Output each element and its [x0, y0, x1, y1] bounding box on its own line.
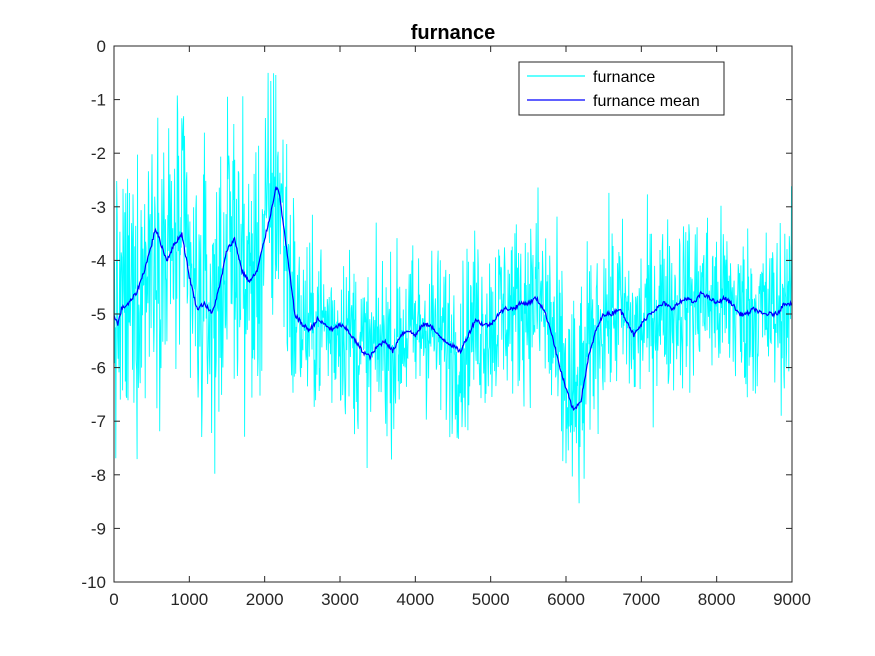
legend-label-furnance-mean: furnance mean: [593, 93, 700, 110]
series-layer: [113, 72, 793, 504]
y-tick-label: -9: [91, 519, 106, 538]
x-tick-label: 7000: [622, 590, 660, 609]
y-tick-label: -8: [91, 466, 106, 485]
x-tick-label: 5000: [472, 590, 510, 609]
legend-box: [518, 61, 725, 116]
y-tick-label: -1: [91, 91, 106, 110]
x-tick-label: 6000: [547, 590, 585, 609]
x-tick-label: 4000: [396, 590, 434, 609]
series-line-furnance-mean: [113, 186, 793, 411]
y-tick-label: -2: [91, 144, 106, 163]
x-tick-label: 9000: [773, 590, 811, 609]
x-tick-label: 2000: [246, 590, 284, 609]
y-tick-label: -3: [91, 198, 106, 217]
y-tick-label: -6: [91, 359, 106, 378]
y-tick-label: 0: [97, 37, 106, 56]
y-tick-label: -10: [81, 573, 106, 592]
y-tick-label: -4: [91, 251, 106, 270]
series-line-furnance: [113, 72, 793, 504]
chart-title: furnance: [411, 22, 495, 44]
x-tick-label: 8000: [698, 590, 736, 609]
legend: furnance furnance mean: [518, 61, 725, 116]
legend-label-furnance: furnance: [593, 69, 655, 86]
x-tick-label: 1000: [170, 590, 208, 609]
y-tick-label: -7: [91, 412, 106, 431]
y-tick-label: -5: [91, 305, 106, 324]
x-tick-label: 0: [109, 590, 118, 609]
x-tick-label: 3000: [321, 590, 359, 609]
tick-layer: 0 1000 2000 3000 4000 5000 6000 7000 8000 90000-1…: [81, 37, 810, 609]
